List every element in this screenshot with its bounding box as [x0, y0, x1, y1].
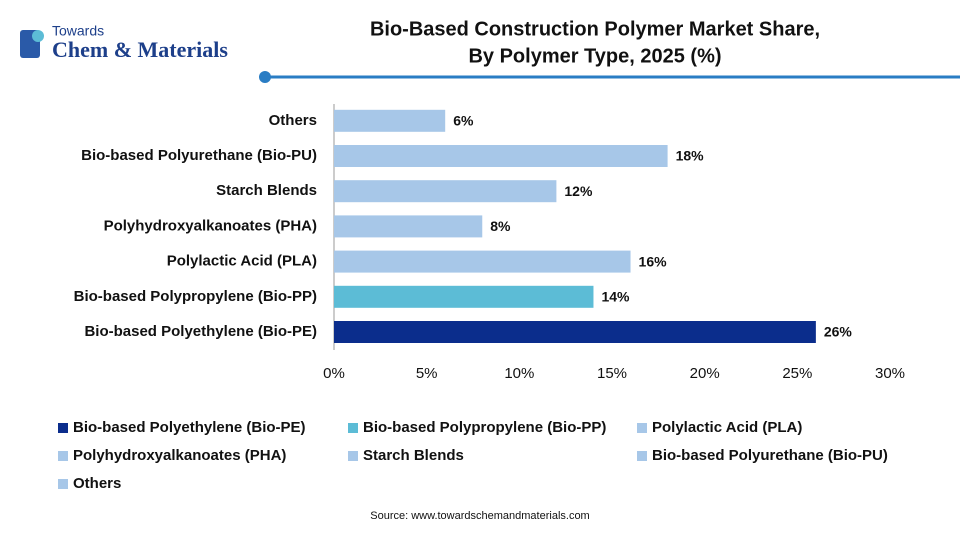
data-label: 18%: [676, 148, 705, 164]
bar: [334, 180, 557, 203]
legend-label: Polyhydroxyalkanoates (PHA): [73, 447, 286, 464]
legend-label: Others: [73, 475, 121, 492]
bar: [334, 109, 446, 132]
source: Source: www.towardschemandmaterials.com: [370, 510, 589, 522]
x-tick-label: 10%: [504, 365, 534, 382]
legend-swatch: [348, 451, 358, 461]
bar: [334, 285, 594, 308]
data-label: 26%: [824, 324, 853, 340]
logo-icon: [32, 30, 44, 42]
y-tick-label: Bio-based Polypropylene (Bio-PP): [74, 288, 317, 305]
chart-title: By Polymer Type, 2025 (%): [468, 45, 721, 67]
legend-label: Bio-based Polyethylene (Bio-PE): [73, 419, 306, 436]
y-tick-label: Bio-based Polyethylene (Bio-PE): [84, 323, 317, 340]
x-tick-label: 15%: [597, 365, 627, 382]
bar: [334, 145, 668, 167]
x-tick-label: 25%: [782, 365, 812, 382]
legend-swatch: [58, 423, 68, 433]
x-tick-label: 0%: [323, 365, 345, 382]
data-label: 8%: [490, 218, 511, 234]
legend-swatch: [58, 479, 68, 489]
title-rule-dot: [259, 71, 271, 83]
legend-swatch: [58, 451, 68, 461]
legend-swatch: [637, 423, 647, 433]
x-tick-label: 30%: [875, 365, 905, 382]
bar: [334, 321, 816, 343]
y-tick-label: Polylactic Acid (PLA): [167, 253, 317, 270]
data-label: 16%: [639, 253, 668, 269]
y-tick-label: Others: [269, 112, 317, 129]
legend-label: Bio-based Polyurethane (Bio-PU): [652, 447, 888, 464]
legend-label: Bio-based Polypropylene (Bio-PP): [363, 419, 606, 436]
bar: [334, 250, 631, 273]
legend-swatch: [348, 423, 358, 433]
legend-swatch: [637, 451, 647, 461]
logo-main: Chem & Materials: [52, 37, 228, 62]
legend-label: Polylactic Acid (PLA): [652, 419, 802, 436]
logo-top: Towards: [52, 23, 104, 39]
data-label: 14%: [601, 289, 630, 305]
y-tick-label: Polyhydroxyalkanoates (PHA): [104, 217, 317, 234]
y-tick-label: Starch Blends: [216, 182, 317, 199]
y-tick-label: Bio-based Polyurethane (Bio-PU): [81, 147, 317, 164]
bar: [334, 215, 483, 238]
data-label: 6%: [453, 113, 474, 129]
x-tick-label: 5%: [416, 365, 438, 382]
logo: Towards Chem & Materials: [20, 23, 228, 62]
chart-title: Bio-Based Construction Polymer Market Sh…: [370, 18, 820, 40]
legend-label: Starch Blends: [363, 447, 464, 464]
data-label: 12%: [564, 183, 593, 199]
x-tick-label: 20%: [690, 365, 720, 382]
